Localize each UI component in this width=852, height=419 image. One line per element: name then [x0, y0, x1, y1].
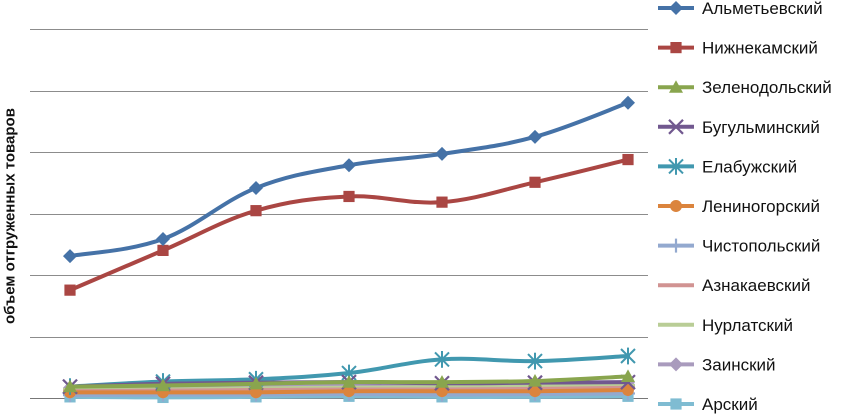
legend-label: Нурлатский [702, 316, 793, 335]
data-point [620, 347, 636, 365]
legend-swatch-marker [668, 158, 684, 175]
legend-item: Арский [658, 395, 758, 414]
legend-item: Альметьевский [658, 0, 823, 18]
data-point [622, 384, 634, 397]
legend-swatch-marker [670, 398, 682, 410]
data-point [529, 385, 541, 398]
legend-item: Азнакаевский [658, 276, 810, 295]
data-point [249, 180, 263, 195]
legend-item: Лениногорский [658, 197, 820, 216]
legend-label: Лениногорский [702, 197, 820, 216]
data-point [157, 244, 169, 256]
data-point-stroke [620, 374, 636, 390]
legend-item: Заинский [658, 355, 776, 374]
data-point [434, 350, 450, 368]
series-1 [63, 95, 635, 264]
legend-label: Азнакаевский [702, 276, 810, 295]
legend-item: Нижнекамский [658, 39, 818, 58]
legend-swatch-marker [668, 119, 684, 135]
legend-label: Нижнекамский [702, 39, 818, 58]
legend-label: Заинский [702, 355, 776, 374]
y-axis-label: объем отгруженных товаров [1, 108, 19, 324]
data-point [249, 376, 263, 390]
legend-swatch-marker [669, 357, 683, 372]
data-point [343, 190, 355, 203]
data-point [527, 352, 543, 370]
data-point [621, 369, 635, 383]
legend-item: Бугульминский [658, 118, 820, 137]
data-point [64, 284, 76, 296]
legend-item: Зеленодольский [658, 78, 832, 97]
data-point [156, 232, 170, 247]
series-3 [63, 369, 635, 393]
data-point [436, 196, 448, 208]
series-2 [64, 153, 634, 296]
legend-label: Зеленодольский [702, 78, 832, 97]
legend-label: Альметьевский [702, 0, 823, 18]
legend-label: Елабужский [702, 157, 797, 176]
data-point [156, 378, 170, 392]
legend-swatch-marker [670, 42, 682, 54]
data-point [342, 375, 356, 388]
data-point [250, 205, 262, 217]
data-point [528, 129, 542, 144]
legend-swatch-marker [669, 80, 683, 93]
data-point [622, 153, 634, 166]
legend-item: Елабужский [658, 157, 797, 176]
legend-swatch-marker [669, 238, 683, 253]
legend-label: Бугульминский [702, 118, 820, 137]
legend-label: Арский [702, 395, 758, 414]
series-line [68, 157, 630, 293]
data-point [343, 385, 355, 398]
legend-swatch-marker [670, 200, 682, 212]
legend-label: Чистопольский [702, 237, 820, 256]
gridlines [30, 29, 648, 399]
legend-item: Чистопольский [658, 237, 820, 256]
data-point [528, 373, 542, 387]
data-point [435, 375, 449, 388]
series-6 [64, 384, 634, 399]
data-point [342, 158, 356, 173]
data-point [435, 146, 449, 161]
legend: Альметьевский Нижнекамский Зеленодольский Б… [658, 0, 832, 414]
data-point [529, 176, 541, 188]
legend-item: Нурлатский [658, 316, 793, 335]
legend-swatch-marker-stroke [668, 119, 684, 135]
data-point [63, 379, 77, 393]
data-point [621, 95, 635, 110]
data-point [436, 385, 448, 398]
data-point [63, 249, 77, 264]
legend-swatch-marker [669, 1, 683, 15]
y-axis-label-wrap: объем отгруженных товаров [0, 0, 20, 414]
